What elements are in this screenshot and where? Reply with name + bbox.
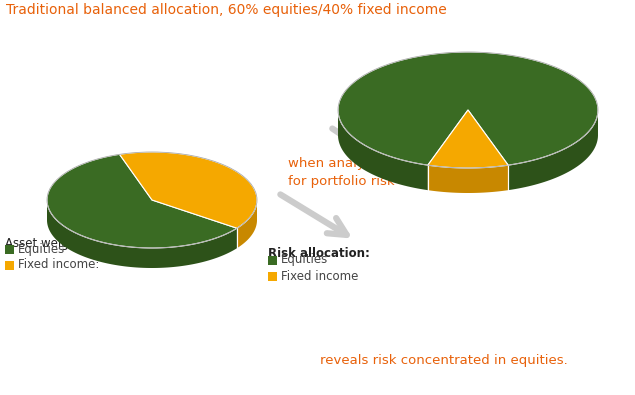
Text: Fixed income:: Fixed income: [18, 258, 99, 271]
Polygon shape [508, 111, 598, 190]
Text: Equities: Equities [18, 243, 65, 256]
Text: reveals risk concentrated in equities.: reveals risk concentrated in equities. [320, 354, 568, 367]
Text: Equities: Equities [281, 254, 328, 267]
Text: Traditional balanced allocation, 60% equities/40% fixed income: Traditional balanced allocation, 60% equ… [6, 3, 447, 17]
Polygon shape [47, 200, 237, 268]
Bar [5, 261, 14, 270]
Bar [268, 272, 277, 281]
Text: Risk allocation:: Risk allocation: [268, 247, 370, 260]
Bar [268, 256, 277, 265]
Polygon shape [428, 165, 508, 193]
Polygon shape [338, 52, 598, 168]
Text: when analyzed
for portfolio risk: when analyzed for portfolio risk [288, 157, 394, 188]
Bar [5, 245, 14, 254]
Polygon shape [338, 111, 428, 190]
Polygon shape [47, 154, 237, 248]
Text: Asset weight:: Asset weight: [5, 237, 85, 250]
Polygon shape [119, 152, 257, 228]
Polygon shape [237, 200, 257, 248]
Polygon shape [47, 152, 257, 248]
Polygon shape [338, 52, 598, 165]
Text: Fixed income: Fixed income [281, 269, 358, 282]
Polygon shape [428, 110, 508, 168]
